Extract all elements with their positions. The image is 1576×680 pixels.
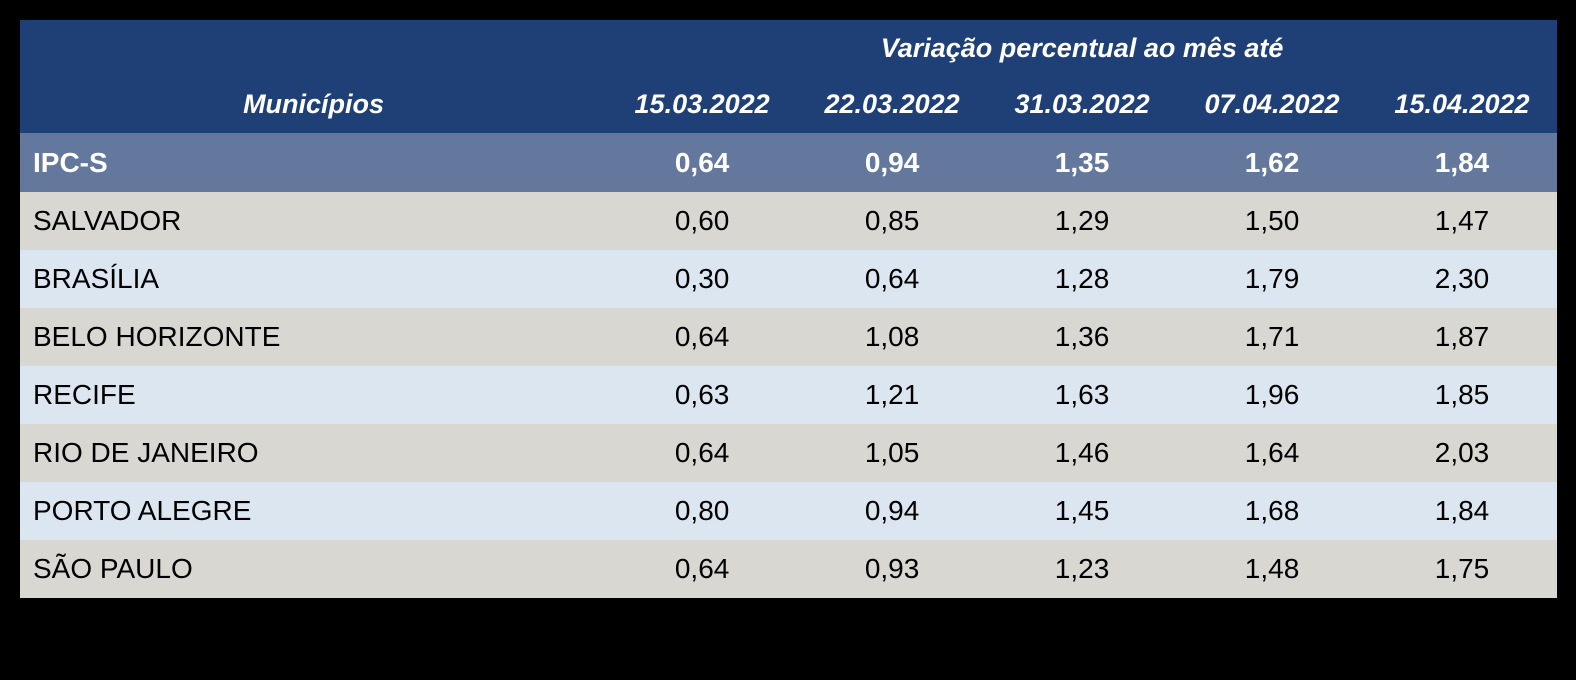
row-label: IPC-S: [20, 133, 608, 192]
ipc-s-municipios-table: Variação percentual ao mês até Município…: [20, 20, 1557, 598]
table-cell: 1,87: [1367, 308, 1557, 366]
header-corner-spacer: [20, 20, 608, 76]
table-cell: 1,46: [987, 424, 1178, 482]
table-cell: 0,80: [607, 482, 798, 540]
table-cell: 1,50: [1177, 192, 1367, 250]
table-cell: 0,64: [607, 308, 798, 366]
table-cell: 1,45: [987, 482, 1178, 540]
row-label: RECIFE: [20, 366, 608, 424]
table-cell: 1,05: [797, 424, 988, 482]
table-cell: 1,35: [987, 133, 1178, 192]
header-columns-row: Municípios 15.03.2022 22.03.2022 31.03.2…: [20, 76, 1557, 133]
table-cell: 1,68: [1177, 482, 1367, 540]
table-cell: 2,30: [1367, 250, 1557, 308]
column-header-date-4: 07.04.2022: [1177, 76, 1367, 133]
table-cell: 1,28: [987, 250, 1178, 308]
table-cell: 1,75: [1367, 540, 1557, 598]
column-header-date-1: 15.03.2022: [607, 76, 798, 133]
table-cell: 1,08: [797, 308, 988, 366]
table-cell: 1,47: [1367, 192, 1557, 250]
table-cell: 2,03: [1367, 424, 1557, 482]
column-header-municipios: Municípios: [20, 76, 608, 133]
table-row-rio-de-janeiro: RIO DE JANEIRO 0,64 1,05 1,46 1,64 2,03: [20, 424, 1557, 482]
column-header-date-2: 22.03.2022: [797, 76, 988, 133]
table-cell: 0,30: [607, 250, 798, 308]
table-cell: 1,85: [1367, 366, 1557, 424]
table-cell: 1,36: [987, 308, 1178, 366]
table-cell: 0,60: [607, 192, 798, 250]
table-cell: 1,48: [1177, 540, 1367, 598]
table-cell: 1,63: [987, 366, 1178, 424]
table-cell: 1,29: [987, 192, 1178, 250]
ipc-s-table-container: Variação percentual ao mês até Município…: [20, 20, 1557, 598]
table-cell: 0,94: [797, 482, 988, 540]
row-label: BELO HORIZONTE: [20, 308, 608, 366]
row-label: PORTO ALEGRE: [20, 482, 608, 540]
row-label: BRASÍLIA: [20, 250, 608, 308]
table-row-salvador: SALVADOR 0,60 0,85 1,29 1,50 1,47: [20, 192, 1557, 250]
header-group-title: Variação percentual ao mês até: [607, 20, 1557, 76]
table-cell: 1,71: [1177, 308, 1367, 366]
table-row-sao-paulo: SÃO PAULO 0,64 0,93 1,23 1,48 1,75: [20, 540, 1557, 598]
table-row-recife: RECIFE 0,63 1,21 1,63 1,96 1,85: [20, 366, 1557, 424]
table-cell: 1,64: [1177, 424, 1367, 482]
table-row-belo-horizonte: BELO HORIZONTE 0,64 1,08 1,36 1,71 1,87: [20, 308, 1557, 366]
table-cell: 1,96: [1177, 366, 1367, 424]
column-header-date-5: 15.04.2022: [1367, 76, 1557, 133]
table-row-ipc-s: IPC-S 0,64 0,94 1,35 1,62 1,84: [20, 133, 1557, 192]
table-cell: 0,85: [797, 192, 988, 250]
row-label: SALVADOR: [20, 192, 608, 250]
table-cell: 1,79: [1177, 250, 1367, 308]
table-cell: 0,64: [797, 250, 988, 308]
table-cell: 1,23: [987, 540, 1178, 598]
header-group-row: Variação percentual ao mês até: [20, 20, 1557, 76]
row-label: SÃO PAULO: [20, 540, 608, 598]
table-cell: 0,94: [797, 133, 988, 192]
row-label: RIO DE JANEIRO: [20, 424, 608, 482]
table-cell: 0,64: [607, 133, 798, 192]
table-cell: 0,63: [607, 366, 798, 424]
table-cell: 0,93: [797, 540, 988, 598]
table-header: Variação percentual ao mês até Município…: [20, 20, 1557, 133]
table-row-brasilia: BRASÍLIA 0,30 0,64 1,28 1,79 2,30: [20, 250, 1557, 308]
table-cell: 0,64: [607, 540, 798, 598]
table-body: IPC-S 0,64 0,94 1,35 1,62 1,84 SALVADOR …: [20, 133, 1557, 598]
table-cell: 1,62: [1177, 133, 1367, 192]
table-cell: 1,84: [1367, 482, 1557, 540]
table-cell: 0,64: [607, 424, 798, 482]
column-header-date-3: 31.03.2022: [987, 76, 1178, 133]
table-cell: 1,84: [1367, 133, 1557, 192]
table-cell: 1,21: [797, 366, 988, 424]
table-row-porto-alegre: PORTO ALEGRE 0,80 0,94 1,45 1,68 1,84: [20, 482, 1557, 540]
